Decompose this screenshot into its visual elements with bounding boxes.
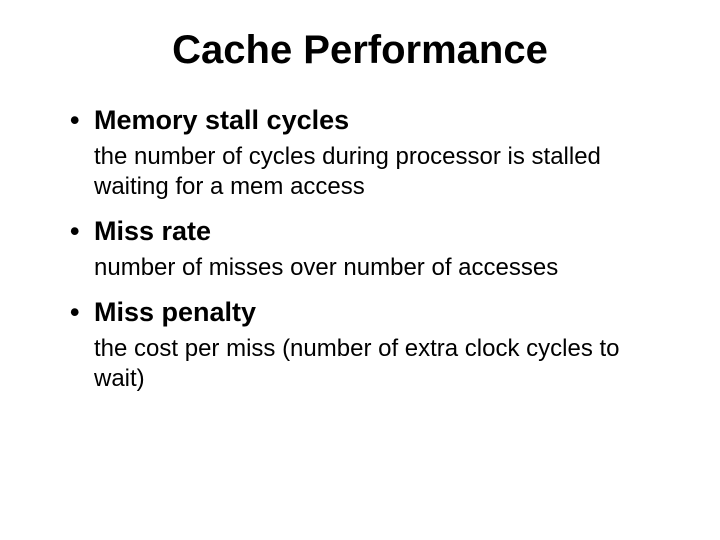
bullet-description: the number of cycles during processor is… [70,142,670,202]
bullet-description: the cost per miss (number of extra clock… [70,334,670,394]
bullet-item: Miss penalty the cost per miss (number o… [70,295,670,394]
bullet-header: Miss penalty [70,295,670,330]
bullet-header: Memory stall cycles [70,103,670,138]
bullet-item: Miss rate number of misses over number o… [70,214,670,283]
slide-title: Cache Performance [50,28,670,73]
bullet-list: Memory stall cycles the number of cycles… [50,103,670,394]
bullet-header: Miss rate [70,214,670,249]
bullet-item: Memory stall cycles the number of cycles… [70,103,670,202]
bullet-description: number of misses over number of accesses [70,253,670,283]
